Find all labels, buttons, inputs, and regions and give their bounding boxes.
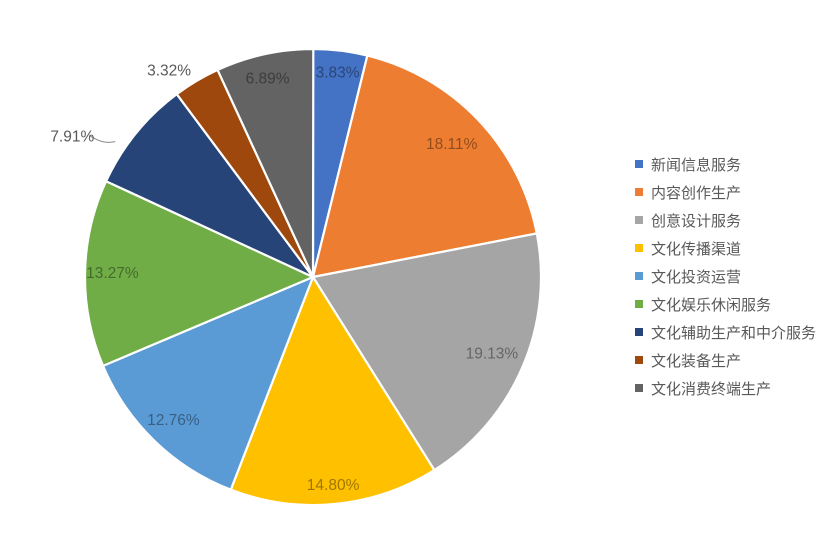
svg-text:3.32%: 3.32% [147, 63, 191, 80]
svg-text:13.27%: 13.27% [86, 265, 139, 282]
svg-text:18.11%: 18.11% [426, 136, 478, 153]
svg-text:7.91%: 7.91% [50, 129, 94, 146]
svg-text:12.76%: 12.76% [147, 412, 200, 429]
svg-text:19.13%: 19.13% [466, 346, 519, 363]
svg-text:6.89%: 6.89% [246, 70, 290, 87]
svg-text:14.80%: 14.80% [307, 477, 360, 494]
svg-text:3.83%: 3.83% [316, 64, 360, 81]
